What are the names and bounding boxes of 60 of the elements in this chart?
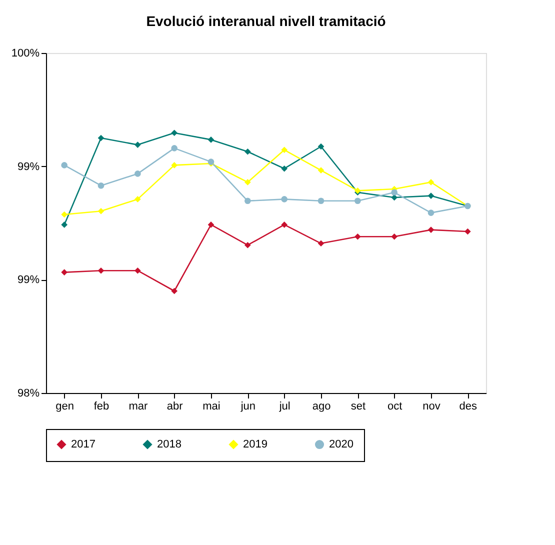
point (61, 222, 68, 228)
legend-label: 2019 (243, 438, 268, 451)
y-tick-label: 99% (17, 274, 40, 286)
point (318, 143, 324, 150)
point (428, 226, 434, 233)
x-tick-label: feb (94, 400, 110, 412)
point (244, 198, 251, 204)
x-tick-label: mai (202, 400, 220, 412)
point (134, 142, 141, 148)
point (281, 222, 288, 228)
x-tick-label: abr (166, 400, 184, 412)
x-tick-label: gen (56, 400, 74, 412)
point (281, 196, 288, 202)
point (354, 233, 361, 240)
point (61, 269, 68, 276)
point (171, 162, 178, 168)
x-tick-label: jun (240, 400, 256, 412)
point (428, 210, 434, 216)
point (281, 146, 288, 154)
point (98, 267, 104, 274)
point (171, 130, 178, 136)
x-tick-label: set (350, 400, 366, 412)
legend-label: 2020 (329, 438, 354, 451)
y-tick-label: 100% (11, 48, 40, 60)
point (391, 233, 398, 240)
legend-label: 2017 (71, 438, 96, 451)
x-tick-label: des (459, 400, 478, 412)
point (391, 189, 398, 196)
point (464, 228, 471, 235)
point (318, 167, 324, 174)
point (171, 288, 178, 294)
point (428, 192, 434, 199)
point (244, 179, 251, 186)
point (134, 267, 141, 274)
x-tick-label: jul (278, 400, 290, 412)
y-tick-label: 99% (17, 160, 40, 173)
x-tick-label: ago (312, 400, 331, 412)
x-tick-label: nov (422, 400, 441, 412)
point (318, 198, 324, 204)
chart-title: Evolució interanual nivell tramitació (146, 13, 386, 29)
point (98, 134, 104, 142)
point (318, 240, 324, 247)
point (428, 179, 434, 186)
point (61, 211, 68, 218)
point (61, 162, 68, 168)
point (244, 242, 251, 248)
point (281, 165, 288, 172)
point (208, 136, 214, 143)
legend-label: 2018 (157, 438, 182, 451)
point (98, 182, 104, 189)
point (244, 148, 251, 155)
x-tick-label: oct (387, 400, 402, 412)
point (208, 222, 214, 228)
point (171, 145, 178, 152)
point (134, 196, 141, 202)
y-tick-label: 98% (17, 388, 40, 400)
point (98, 208, 104, 214)
x-tick-label: mar (128, 400, 148, 412)
point (354, 198, 361, 204)
point (134, 170, 141, 177)
